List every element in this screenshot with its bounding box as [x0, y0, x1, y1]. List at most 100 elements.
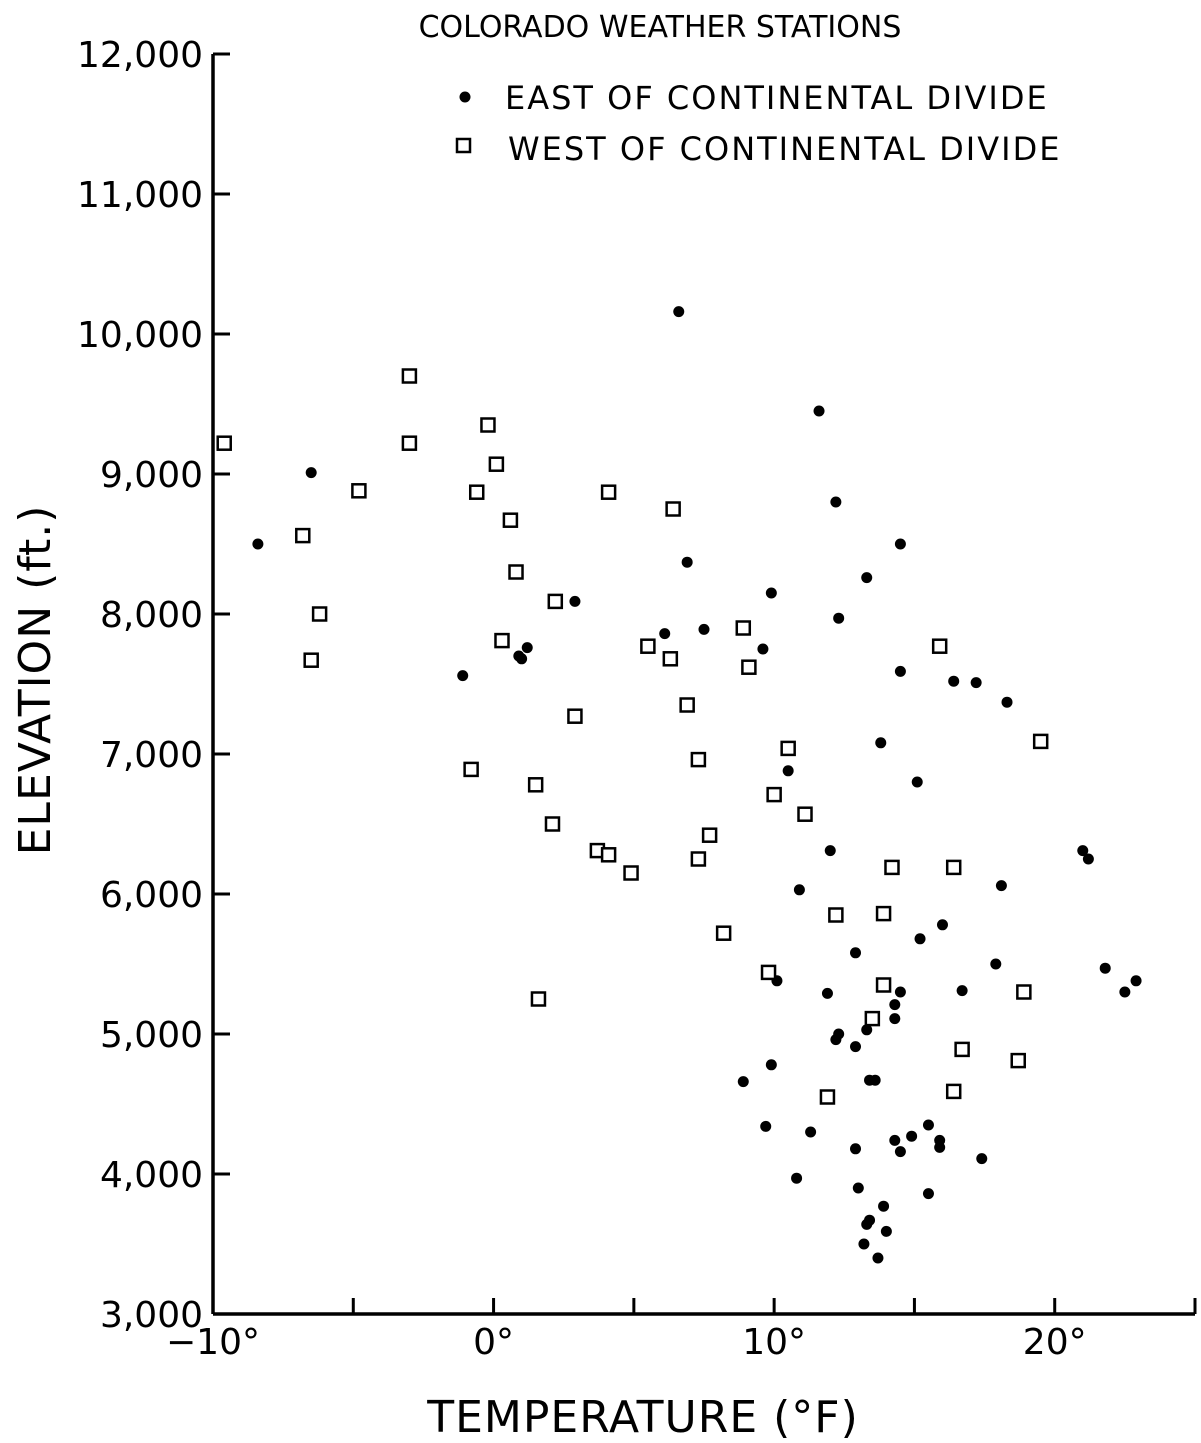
- east-station-point: [760, 1120, 772, 1132]
- east-station-point: [911, 776, 923, 788]
- east-station-point: [813, 405, 825, 417]
- east-station-point: [782, 765, 794, 777]
- y-tick-label: 3,000: [100, 1295, 203, 1336]
- east-station-point: [878, 1200, 890, 1212]
- east-station-point: [990, 958, 1002, 970]
- east-station-point: [516, 653, 528, 665]
- west-station-point: [875, 905, 892, 922]
- west-station-point: [715, 925, 732, 941]
- east-station-point: [852, 1182, 864, 1194]
- east-station-point: [521, 642, 533, 654]
- west-station-point: [665, 501, 681, 517]
- east-station-point: [1130, 975, 1142, 987]
- east-station-point: [936, 919, 948, 931]
- west-station-point: [468, 484, 485, 500]
- east-station-point: [889, 999, 901, 1011]
- west-station-point: [741, 659, 757, 675]
- east-station-point: [1001, 696, 1013, 708]
- west-station-point: [760, 964, 777, 981]
- east-station-point: [894, 1146, 906, 1158]
- east-station-point: [894, 986, 906, 998]
- east-station-point: [914, 933, 926, 945]
- west-station-point: [216, 435, 232, 451]
- east-station-point: [976, 1153, 988, 1165]
- east-station-point: [569, 595, 581, 607]
- west-station-point: [480, 417, 496, 433]
- y-tick-label: 5,000: [100, 1015, 203, 1056]
- west-station-point: [488, 456, 505, 472]
- east-station-point: [861, 1218, 873, 1230]
- east-station-point: [880, 1225, 892, 1237]
- west-station-point: [884, 859, 900, 876]
- y-tick-label: 12,000: [77, 35, 203, 76]
- west-station-point: [954, 1041, 970, 1058]
- east-station-point: [922, 1188, 934, 1200]
- west-station-point: [530, 991, 547, 1007]
- east-station-point: [861, 572, 873, 584]
- west-station-point: [303, 652, 319, 668]
- east-station-point: [830, 1034, 842, 1046]
- east-station-point: [858, 1238, 870, 1250]
- x-axis-title: TEMPERATURE (°F): [426, 1392, 859, 1443]
- east-station-point: [875, 737, 887, 749]
- west-station-point: [623, 865, 639, 881]
- east-station-point: [673, 306, 685, 318]
- west-station-point: [567, 708, 583, 724]
- west-station-point: [662, 651, 679, 667]
- y-tick-label: 4,000: [100, 1155, 203, 1196]
- west-station-point: [401, 435, 418, 451]
- west-station-point: [544, 816, 561, 832]
- y-tick-label: 6,000: [100, 875, 203, 916]
- east-station-point: [305, 467, 317, 479]
- west-station-point: [527, 777, 544, 793]
- west-station-point: [735, 620, 752, 636]
- x-tick-label: 0°: [473, 1322, 514, 1363]
- west-station-point: [547, 593, 564, 610]
- west-station-point: [679, 697, 695, 713]
- east-station-point: [1119, 986, 1131, 998]
- west-station-point: [701, 827, 718, 843]
- east-station-point: [765, 1059, 777, 1071]
- west-station-point: [945, 1083, 962, 1100]
- east-station-point: [791, 1172, 803, 1184]
- legend-east-marker: [459, 91, 471, 103]
- y-tick-label: 11,000: [77, 175, 203, 216]
- legend-west-label: WEST OF CONTINENTAL DIVIDE: [508, 130, 1061, 168]
- legend-west-marker: [455, 137, 472, 154]
- east-station-point: [821, 987, 833, 999]
- east-station-point: [737, 1076, 749, 1088]
- east-station-point: [659, 628, 671, 640]
- east-station-point: [793, 884, 805, 896]
- east-station-point: [457, 670, 469, 682]
- y-axis-title: ELEVATION (ft.): [10, 505, 61, 856]
- east-station-point: [850, 947, 862, 959]
- east-station-point: [889, 1134, 901, 1146]
- east-station-point: [906, 1130, 918, 1142]
- west-station-point: [875, 977, 892, 993]
- east-station-point: [922, 1119, 934, 1131]
- y-tick-label: 8,000: [100, 595, 203, 636]
- east-station-point: [757, 643, 769, 655]
- east-station-point: [850, 1041, 862, 1053]
- x-ticks: −10° 0° 10° 20°: [166, 1298, 1197, 1363]
- west-station-point: [797, 806, 813, 822]
- west-station-point: [508, 564, 524, 580]
- west-station-point: [766, 786, 782, 803]
- east-station-point: [850, 1143, 862, 1155]
- east-station-point: [830, 496, 842, 508]
- east-station-point: [681, 556, 693, 568]
- east-station-point: [824, 845, 836, 857]
- east-station-point: [252, 538, 264, 550]
- west-station-point: [945, 859, 962, 876]
- east-station-point: [1099, 962, 1111, 974]
- plot-points: [216, 306, 1142, 1264]
- west-station-point: [1016, 984, 1032, 1000]
- west-station-point: [1010, 1052, 1026, 1069]
- legend: EAST OF CONTINENTAL DIVIDE WEST OF CONTI…: [455, 79, 1061, 168]
- west-station-point: [780, 740, 796, 757]
- west-station-point: [600, 484, 617, 500]
- east-station-point: [765, 587, 777, 599]
- east-station-point: [889, 1013, 901, 1025]
- chart-title: COLORADO WEATHER STATIONS: [419, 10, 902, 45]
